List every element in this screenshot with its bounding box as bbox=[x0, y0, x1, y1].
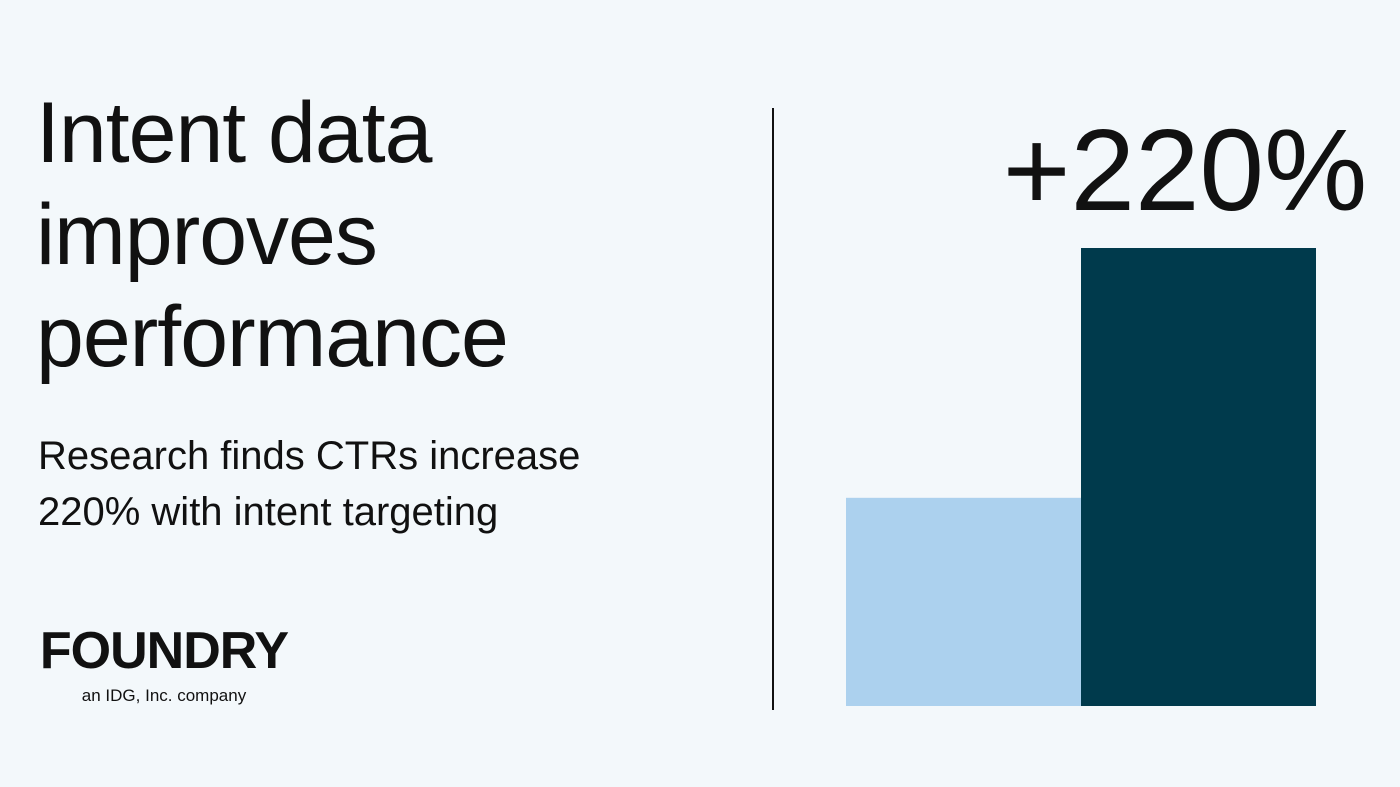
logo-name: FOUNDRY bbox=[39, 622, 289, 680]
title: Intent data improves performance bbox=[36, 85, 509, 385]
annotation: +220% bbox=[1003, 105, 1367, 235]
subtitle: Research finds CTRs increase 220% with i… bbox=[38, 434, 581, 534]
logo: FOUNDRY an IDG, Inc. company bbox=[34, 620, 294, 706]
bar bbox=[1081, 248, 1316, 706]
bar bbox=[846, 497, 1081, 706]
logo-tagline: an IDG, Inc. company bbox=[81, 686, 247, 705]
